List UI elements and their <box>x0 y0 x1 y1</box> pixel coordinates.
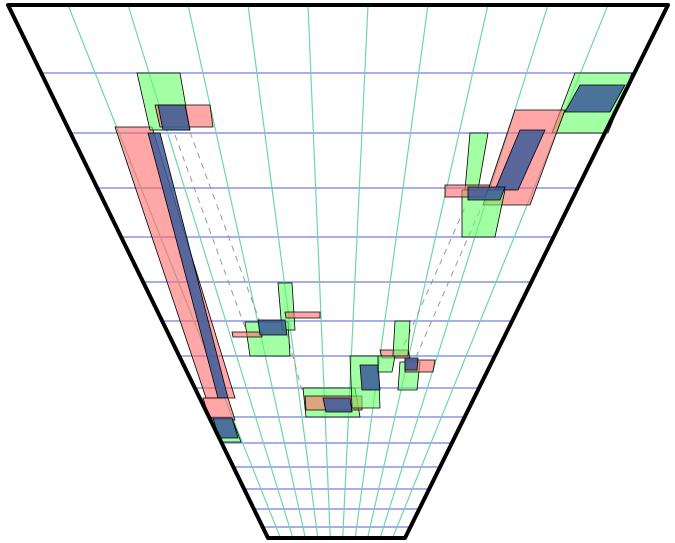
converging-grid-line <box>342 4 369 539</box>
middle-left-cluster <box>231 282 321 357</box>
blue-overlap <box>467 186 506 201</box>
trapezoid-outline <box>6 3 670 540</box>
converging-grid-line <box>367 4 489 539</box>
red-region <box>231 331 263 338</box>
horizontal-grid-lines <box>41 72 635 528</box>
blue-overlap <box>157 104 191 131</box>
converging-grid-line <box>187 4 306 539</box>
blue-overlap <box>147 132 229 399</box>
converging-grid-line <box>354 4 429 539</box>
converging-grid-line <box>379 4 549 539</box>
blue-overlap <box>564 84 626 113</box>
bottom-center-cluster <box>302 320 436 418</box>
connector-line <box>174 134 247 331</box>
right-cluster <box>444 72 633 238</box>
green-region <box>392 320 411 357</box>
blue-overlap <box>322 397 353 413</box>
blue-overlap <box>359 364 381 391</box>
blue-overlap <box>494 129 546 191</box>
blue-overlap <box>257 319 288 336</box>
red-region <box>284 311 321 319</box>
green-region <box>464 132 489 191</box>
connector-line <box>189 131 261 323</box>
converging-grid-line <box>247 4 319 539</box>
left-upper-cluster <box>114 72 242 443</box>
green-region <box>377 355 396 373</box>
converging-grid-line <box>307 4 331 539</box>
connector-line <box>403 204 467 346</box>
blue-overlap <box>404 357 419 371</box>
